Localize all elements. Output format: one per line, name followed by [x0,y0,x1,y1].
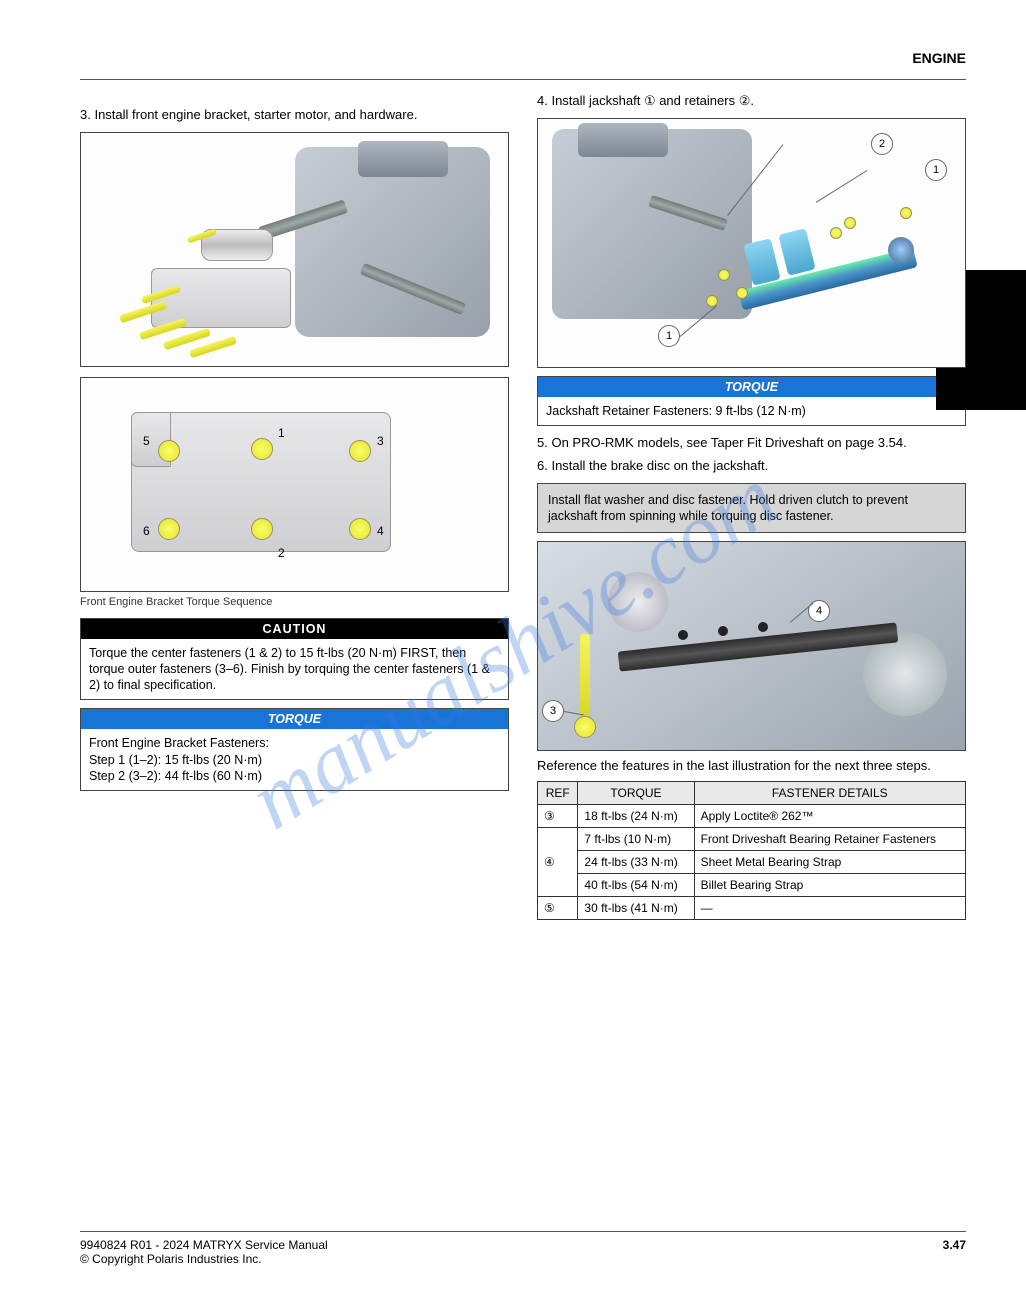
figure-torque-sequence: 1 2 3 4 5 6 [80,377,509,592]
caution-body: Torque the center fasteners (1 & 2) to 1… [81,639,508,700]
seq-1: 1 [278,426,285,440]
ref-note: Reference the features in the last illus… [537,757,966,775]
th-ref: REF [538,781,578,804]
torque2-body: Jackshaft Retainer Fasteners: 9 ft-lbs (… [538,397,965,425]
torque-box-1: TORQUE Front Engine Bracket Fasteners: S… [80,708,509,791]
step-3-text: 3. Install front engine bracket, starter… [80,106,509,124]
page-header: ENGINE [80,50,966,80]
content-columns: 3. Install front engine bracket, starter… [80,100,966,920]
fig3-callout-1: 1 [925,159,947,181]
seq-5: 5 [143,434,150,448]
figure-bearing-strap: 3 4 [537,541,966,751]
footer-page: 3.47 [943,1238,966,1252]
table-row: ⑤ 30 ft-lbs (41 N·m) — [538,896,966,919]
table-row: 40 ft-lbs (54 N·m) Billet Bearing Strap [538,873,966,896]
step-5-text: 5. On PRO-RMK models, see Taper Fit Driv… [537,434,966,452]
torque1-line2: Step 2 (3–2): 44 ft-lbs (60 N·m) [89,768,500,784]
torque2-title: TORQUE [538,377,965,397]
torque1-body: Front Engine Bracket Fasteners: Step 1 (… [81,729,508,790]
fig3-callout-2: 2 [871,133,893,155]
fig3-callout-1b: 1 [658,325,680,347]
torque-box-2: TORQUE Jackshaft Retainer Fasteners: 9 f… [537,376,966,426]
table-header-row: REF TORQUE FASTENER DETAILS [538,781,966,804]
left-column: 3. Install front engine bracket, starter… [80,100,509,920]
footer-doc: 9940824 R01 - 2024 MATRYX Service Manual… [80,1238,328,1266]
table-row: ④ 7 ft-lbs (10 N·m) Front Driveshaft Bea… [538,827,966,850]
figure-front-bracket-exploded [80,132,509,367]
th-details: FASTENER DETAILS [694,781,965,804]
figure-jackshaft: 1 2 1 [537,118,966,368]
page-footer: 9940824 R01 - 2024 MATRYX Service Manual… [80,1231,966,1266]
caution-box: CAUTION Torque the center fasteners (1 &… [80,618,509,701]
gray-note-box: Install flat washer and disc fastener. H… [537,483,966,534]
seq-4: 4 [377,524,384,538]
seq-2: 2 [278,546,285,560]
step-4-text: 4. Install jackshaft ① and retainers ②. [537,92,966,110]
table-row: ③ 18 ft-lbs (24 N·m) Apply Loctite® 262™ [538,804,966,827]
torque1-title: TORQUE [81,709,508,729]
torque-reference-table: REF TORQUE FASTENER DETAILS ③ 18 ft-lbs … [537,781,966,920]
caution-title: CAUTION [81,619,508,639]
table-row: 24 ft-lbs (33 N·m) Sheet Metal Bearing S… [538,850,966,873]
right-column: 4. Install jackshaft ① and retainers ②. … [537,100,966,920]
torque1-line0: Front Engine Bracket Fasteners: [89,735,500,751]
section-title: ENGINE [912,50,966,66]
step-6-text: 6. Install the brake disc on the jacksha… [537,457,966,475]
th-torque: TORQUE [578,781,694,804]
seq-3: 3 [377,434,384,448]
torque1-line1: Step 1 (1–2): 15 ft-lbs (20 N·m) [89,752,500,768]
figure2-caption: Front Engine Bracket Torque Sequence [80,596,509,608]
seq-6: 6 [143,524,150,538]
